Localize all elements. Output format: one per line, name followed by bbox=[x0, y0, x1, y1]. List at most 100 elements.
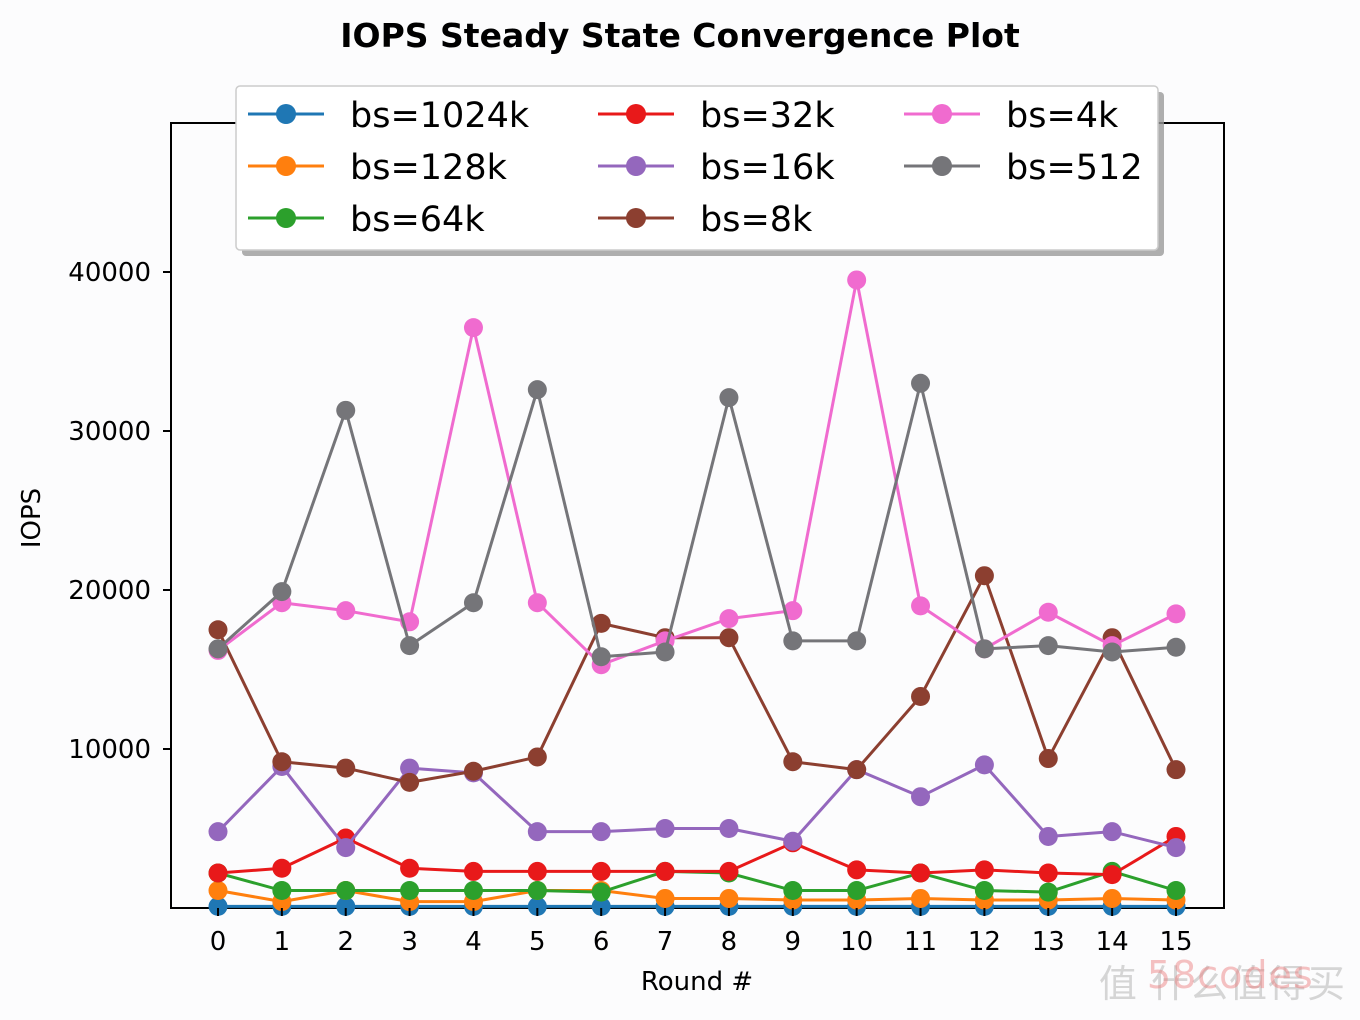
y-tick-label: 30000 bbox=[68, 417, 151, 447]
data-point bbox=[847, 631, 867, 651]
y-tick-label: 20000 bbox=[68, 576, 151, 606]
y-tick-label: 40000 bbox=[68, 258, 151, 288]
data-point bbox=[591, 882, 611, 902]
series-line bbox=[217, 835, 1177, 877]
legend-item: bs=64k bbox=[248, 200, 485, 240]
series-line bbox=[217, 278, 1177, 667]
data-point bbox=[400, 858, 420, 878]
data-point bbox=[527, 380, 547, 400]
data-point bbox=[1102, 822, 1122, 842]
series-line bbox=[217, 889, 1177, 904]
data-point bbox=[1102, 865, 1122, 885]
data-point bbox=[463, 318, 483, 338]
data-point bbox=[719, 819, 739, 838]
data-point bbox=[783, 831, 803, 851]
watermark-overlay: 58codes bbox=[1146, 953, 1314, 997]
data-point bbox=[655, 642, 675, 662]
data-point bbox=[655, 819, 675, 838]
data-point bbox=[1038, 636, 1058, 656]
legend-label: bs=16k bbox=[700, 148, 835, 188]
data-point bbox=[400, 772, 420, 792]
data-point bbox=[336, 758, 356, 778]
series-line bbox=[216, 381, 1177, 659]
data-point bbox=[208, 620, 228, 640]
legend-label: bs=8k bbox=[700, 200, 813, 240]
data-point bbox=[591, 822, 611, 842]
data-point bbox=[847, 270, 867, 290]
data-point bbox=[463, 861, 483, 881]
watermark-text: 值 什么值得买 bbox=[1098, 962, 1346, 1006]
chart-title: IOPS Steady State Convergence Plot bbox=[340, 16, 1020, 55]
data-point bbox=[1166, 604, 1186, 624]
data-point bbox=[974, 881, 994, 901]
data-point bbox=[783, 601, 803, 621]
data-point bbox=[974, 566, 994, 586]
legend-marker-icon bbox=[276, 104, 296, 124]
data-point bbox=[463, 593, 483, 613]
y-axis: 10000 20000 30000 40000 bbox=[68, 258, 171, 765]
x-tick-label: 0 bbox=[210, 927, 227, 957]
legend-item: bs=4k bbox=[904, 96, 1119, 136]
x-tick-label: 5 bbox=[529, 927, 546, 957]
data-point bbox=[208, 896, 228, 916]
data-point bbox=[1038, 863, 1058, 883]
data-point bbox=[911, 687, 931, 707]
legend-label: bs=64k bbox=[350, 200, 485, 240]
data-point bbox=[591, 647, 611, 667]
data-point bbox=[1038, 826, 1058, 846]
x-tick-label: 2 bbox=[337, 927, 354, 957]
x-tick-label: 9 bbox=[785, 927, 802, 957]
data-point bbox=[208, 822, 228, 842]
data-point bbox=[911, 863, 931, 883]
data-point bbox=[719, 609, 739, 629]
legend-item: bs=8k bbox=[598, 200, 813, 240]
data-point bbox=[272, 858, 292, 878]
x-tick-label: 8 bbox=[721, 927, 738, 957]
x-axis-label: Round # bbox=[641, 967, 753, 997]
x-tick-label: 4 bbox=[465, 927, 482, 957]
data-point bbox=[591, 896, 611, 916]
data-point bbox=[527, 822, 547, 842]
x-tick-label: 12 bbox=[968, 927, 1001, 957]
data-point bbox=[783, 881, 803, 901]
legend-marker-icon bbox=[626, 104, 646, 124]
data-point bbox=[336, 400, 356, 420]
data-point bbox=[400, 881, 420, 901]
data-point bbox=[1166, 838, 1186, 858]
data-point bbox=[463, 761, 483, 781]
data-point bbox=[911, 888, 931, 908]
data-point bbox=[911, 596, 931, 616]
y-axis-label: IOPS bbox=[17, 488, 47, 548]
legend-item: bs=1024k bbox=[248, 96, 530, 136]
data-point bbox=[974, 639, 994, 659]
data-point bbox=[336, 881, 356, 901]
data-point bbox=[1038, 749, 1058, 769]
data-point bbox=[336, 838, 356, 858]
legend-marker-icon bbox=[626, 156, 646, 176]
data-point bbox=[591, 613, 611, 633]
data-point bbox=[527, 881, 547, 901]
data-point bbox=[1038, 882, 1058, 902]
legend-item: bs=128k bbox=[248, 148, 508, 188]
x-tick-label: 3 bbox=[401, 927, 418, 957]
x-tick-label: 11 bbox=[904, 927, 937, 957]
legend-marker-icon bbox=[276, 208, 296, 228]
data-point bbox=[527, 593, 547, 613]
data-point bbox=[527, 861, 547, 881]
data-point bbox=[400, 758, 420, 778]
data-point bbox=[847, 860, 867, 880]
legend-label: bs=4k bbox=[1006, 96, 1119, 136]
data-point bbox=[719, 861, 739, 881]
legend-label: bs=1024k bbox=[350, 96, 530, 136]
data-point bbox=[1166, 760, 1186, 780]
legend-marker-icon bbox=[932, 104, 952, 124]
data-point bbox=[400, 636, 420, 656]
legend-label: bs=512 bbox=[1006, 148, 1143, 188]
legend-item: bs=32k bbox=[598, 96, 835, 136]
data-point bbox=[911, 373, 931, 393]
series-layer bbox=[208, 270, 1186, 916]
legend-items: bs=1024k bs=128k bs=64k bs=32k bs=16k bs=8k bs… bbox=[248, 96, 1143, 240]
x-tick-label: 10 bbox=[840, 927, 873, 957]
legend-box bbox=[235, 85, 1159, 251]
